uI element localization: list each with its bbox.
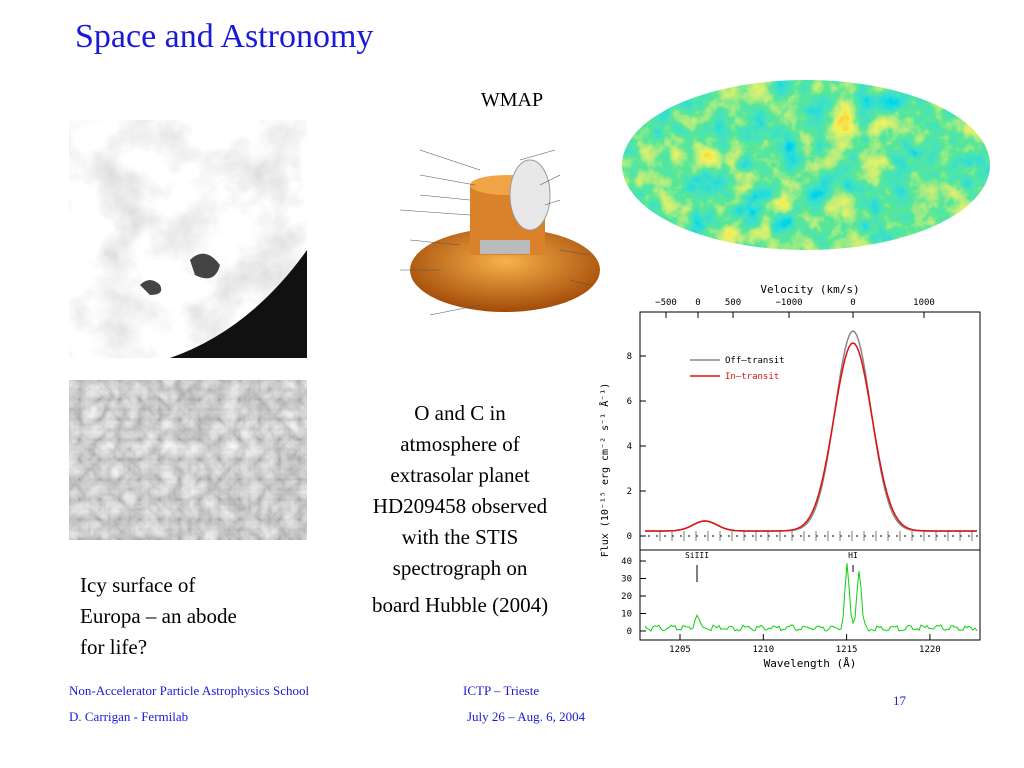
x-tick-label: 1205 bbox=[669, 645, 691, 655]
y2-tick-label: 30 bbox=[621, 575, 632, 585]
top-tick-label: 500 bbox=[725, 298, 741, 308]
legend-label: Off–transit bbox=[725, 356, 785, 366]
top-tick-label: 1000 bbox=[913, 298, 935, 308]
y-tick-label: 4 bbox=[627, 442, 632, 452]
europa-photo bbox=[69, 120, 307, 358]
y2-tick-label: 40 bbox=[621, 557, 632, 567]
y2-tick-label: 20 bbox=[621, 592, 632, 602]
y-tick-label: 6 bbox=[627, 397, 632, 407]
caption-line: for life? bbox=[80, 635, 147, 659]
wmap-spacecraft bbox=[399, 149, 600, 316]
description-line: extrasolar planet bbox=[390, 463, 530, 487]
footer-venue: ICTP – Trieste bbox=[463, 683, 539, 698]
x-tick-label: 1215 bbox=[836, 645, 858, 655]
description-line: spectrograph on bbox=[393, 556, 528, 580]
footer-dates: July 26 – Aug. 6, 2004 bbox=[467, 709, 586, 724]
plot-frame bbox=[639, 311, 981, 641]
description: O and C in atmosphere of extrasolar planet… bbox=[372, 401, 548, 617]
description-line: with the STIS bbox=[402, 525, 519, 549]
caption: Icy surface of Europa – an abode for life? bbox=[80, 573, 237, 659]
caption-line: Europa – an abode bbox=[80, 604, 237, 628]
in-transit-curve bbox=[645, 342, 977, 532]
x-axis-label: Wavelength (Å) bbox=[764, 657, 857, 670]
top-tick-label: 0 bbox=[850, 298, 855, 308]
difference-curve bbox=[644, 563, 978, 632]
top-tick-label: 0 bbox=[695, 298, 700, 308]
top-tick-label: −1000 bbox=[775, 298, 802, 308]
off-transit-curve bbox=[645, 330, 977, 532]
y2-tick-label: 10 bbox=[621, 610, 632, 620]
x-tick-label: 1220 bbox=[919, 645, 941, 655]
top-axis-label: Velocity (km/s) bbox=[760, 283, 859, 296]
footer-author: D. Carrigan - Fermilab bbox=[69, 709, 188, 724]
caption-line: Icy surface of bbox=[80, 573, 195, 597]
x-tick-label: 1210 bbox=[752, 645, 774, 655]
description-line: O and C in bbox=[414, 401, 506, 425]
y2-tick-label: 0 bbox=[627, 627, 632, 637]
y-tick-label: 8 bbox=[627, 352, 632, 362]
y-axis-label: Flux (10⁻¹⁵ erg cm⁻² s⁻¹ Å⁻¹) bbox=[598, 383, 611, 558]
description-line: board Hubble (2004) bbox=[372, 593, 548, 617]
wmap-sky-map bbox=[622, 80, 990, 250]
description-line: HD209458 observed bbox=[373, 494, 548, 518]
top-tick-label: −500 bbox=[655, 298, 677, 308]
page-number: 17 bbox=[893, 693, 907, 708]
slide-title: Space and Astronomy bbox=[75, 18, 373, 55]
line-label: SiIII bbox=[685, 551, 709, 560]
footer-school: Non-Accelerator Particle Astrophysics Sc… bbox=[69, 683, 309, 698]
line-label: HI bbox=[848, 551, 858, 560]
y-tick-label: 0 bbox=[627, 532, 632, 542]
wmap-label: WMAP bbox=[481, 89, 543, 111]
y-tick-label: 2 bbox=[627, 487, 632, 497]
europa-surface-photo bbox=[69, 380, 307, 540]
description-line: atmosphere of bbox=[400, 432, 520, 456]
spectrum-chart: Off–transit In–transit SiIII HI Velocity… bbox=[598, 283, 981, 670]
legend-label: In–transit bbox=[725, 372, 779, 382]
